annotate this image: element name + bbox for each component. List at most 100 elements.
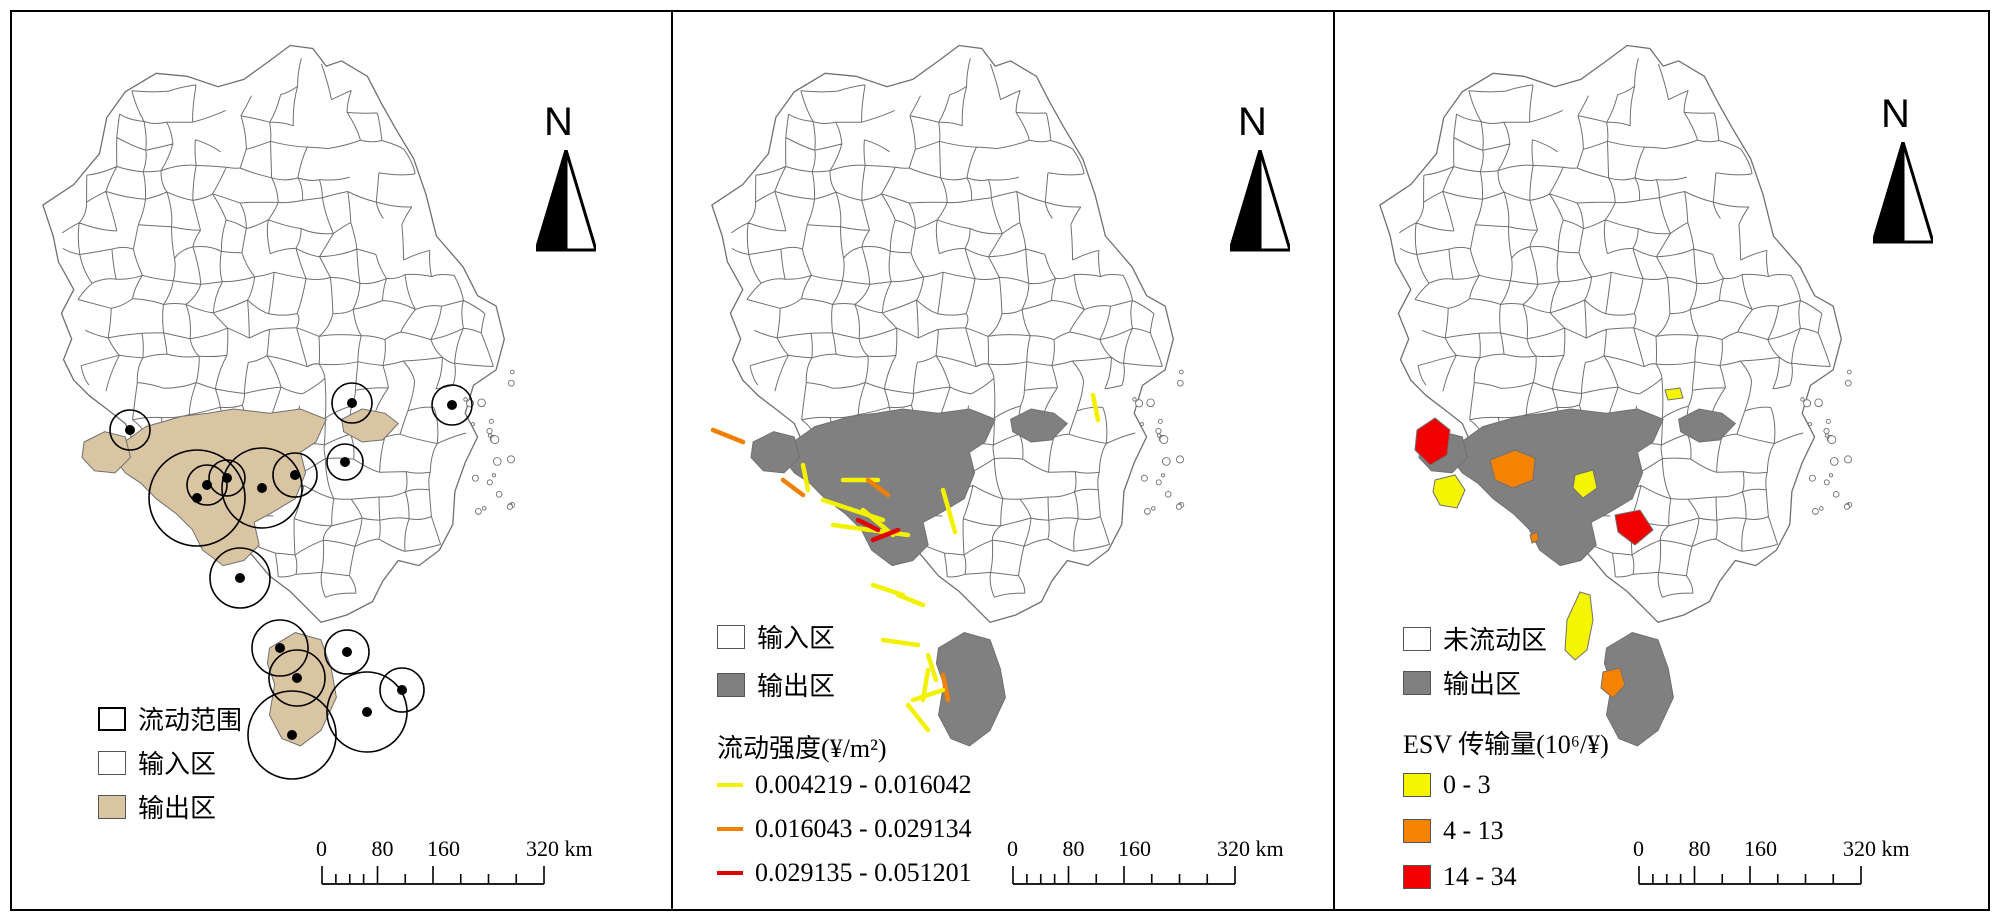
flow-line	[910, 687, 946, 703]
island	[1157, 418, 1163, 424]
flow-class-1: 0.004219 - 0.016042	[717, 770, 972, 800]
north-arrow-icon	[536, 150, 596, 252]
flow-range-circle	[431, 384, 473, 426]
island	[1823, 427, 1830, 435]
flow-source-dot	[125, 425, 135, 435]
island	[1803, 399, 1812, 408]
island	[1843, 503, 1850, 510]
legend-label: 未流动区	[1443, 626, 1548, 655]
flow-range-circle	[379, 667, 425, 713]
scale-tick-label: 0	[316, 836, 327, 861]
flow-line	[800, 462, 811, 493]
output-zone	[1678, 408, 1737, 443]
region-map-c	[1379, 44, 1853, 624]
flow-lines-b	[710, 392, 1101, 733]
region-map-a	[42, 44, 516, 624]
esv-title: ESV 传输量(10⁶/¥)	[1403, 730, 1609, 759]
island	[1161, 457, 1171, 466]
flow-range-circle	[324, 629, 370, 675]
island	[1146, 398, 1155, 408]
output-zone	[341, 408, 400, 443]
output-swatch	[717, 672, 745, 697]
panel-divider-2	[1333, 10, 1335, 911]
output-zone	[750, 431, 801, 474]
region-outline	[42, 44, 505, 624]
output-zone	[1010, 408, 1069, 443]
legend-label: 0.029135 - 0.051201	[755, 858, 972, 887]
legend-label: 0 - 3	[1443, 770, 1491, 799]
scale-tick-label: 160	[1118, 836, 1151, 861]
legend-label: 输入区	[757, 624, 836, 653]
scale-tick-label: 80	[371, 836, 394, 861]
legend-label: 输出区	[757, 672, 836, 701]
map-c-svg	[1379, 44, 1853, 747]
island	[1176, 455, 1184, 464]
island	[1159, 435, 1169, 445]
esv-region	[1572, 469, 1598, 499]
legend-label: 输出区	[1443, 670, 1522, 699]
flow-range-circle	[247, 690, 337, 780]
flow-line	[860, 507, 896, 538]
flow-source-dot	[257, 483, 267, 493]
flow-line	[925, 652, 939, 683]
north-label: N	[544, 100, 573, 144]
island	[1825, 418, 1831, 424]
legend-label: 输入区	[138, 750, 217, 779]
output-swatch	[98, 794, 126, 819]
island	[495, 491, 503, 498]
north-label: N	[1238, 100, 1267, 144]
island	[1132, 397, 1137, 402]
flow-line	[895, 592, 926, 608]
island	[1160, 473, 1166, 478]
esv-region	[1600, 667, 1626, 699]
flow-range-circle	[272, 452, 318, 498]
flow-line	[780, 477, 806, 498]
island	[1151, 506, 1156, 511]
flow-range-circle	[221, 447, 303, 529]
esv-region	[1432, 474, 1466, 509]
island	[1176, 379, 1184, 387]
island	[471, 474, 479, 482]
island	[1807, 422, 1812, 427]
scale-tick-label: 0	[1007, 836, 1018, 861]
flow-line	[905, 702, 931, 733]
island	[1814, 398, 1823, 408]
flow-range-circle	[148, 449, 246, 547]
island	[491, 473, 497, 478]
legend-item-flow-range: 流动范围	[98, 700, 242, 737]
flow-line	[710, 427, 746, 445]
scale-tick-label: 320 km	[526, 836, 593, 861]
output-zone	[778, 408, 996, 567]
line-swatch	[717, 827, 743, 831]
esv-region	[1564, 591, 1594, 661]
esv-region	[1529, 531, 1540, 544]
scale-tick-label: 80	[1062, 836, 1085, 861]
flow-class-2: 0.016043 - 0.029134	[717, 814, 972, 844]
north-arrow-icon	[1230, 150, 1290, 252]
north-label: N	[1881, 92, 1910, 136]
legend-label: 输出区	[138, 794, 217, 823]
flow-source-dot	[347, 398, 357, 408]
island	[1844, 455, 1852, 464]
island	[486, 479, 493, 486]
output-zone	[1446, 408, 1664, 567]
island	[1140, 474, 1148, 482]
scale-tick-label: 0	[1633, 836, 1644, 861]
flow-source-dot	[287, 730, 297, 740]
esv-class-2: 4 - 13	[1403, 816, 1504, 846]
flow-source-dot	[447, 400, 457, 410]
scale-tick-label: 80	[1688, 836, 1711, 861]
flow-line	[940, 672, 951, 703]
panel-divider-1	[671, 10, 673, 911]
flow-intensity-title: 流动强度(¥/m²)	[717, 734, 887, 763]
output-zone	[109, 408, 327, 567]
island	[1164, 491, 1172, 498]
line-swatch	[717, 871, 743, 875]
island	[1824, 433, 1829, 438]
esv-swatch	[1403, 819, 1431, 843]
esv-region	[1614, 509, 1654, 546]
island	[486, 427, 493, 435]
scale-tick-label: 160	[1744, 836, 1777, 861]
island	[474, 507, 482, 515]
island	[1827, 435, 1837, 445]
